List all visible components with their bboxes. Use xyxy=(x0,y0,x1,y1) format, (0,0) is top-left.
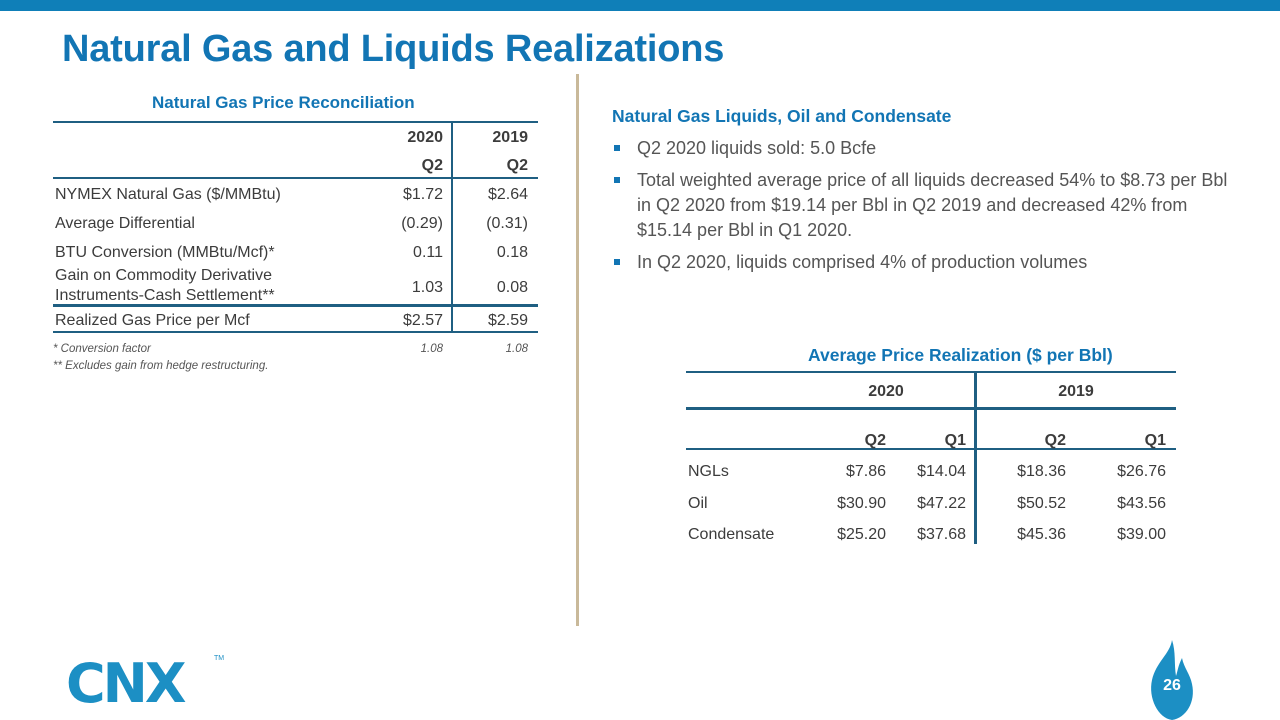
oil-q1-2020: $47.22 xyxy=(917,495,966,512)
row-label: NYMEX Natural Gas ($/MMBtu) xyxy=(55,186,281,203)
bullet-item: Q2 2020 liquids sold: 5.0 Bcfe xyxy=(612,136,1232,161)
table-year-separator xyxy=(974,371,977,544)
cnx-logo: CNX TM xyxy=(66,652,230,715)
quarter-q2-2019: Q2 xyxy=(1044,432,1066,449)
bullet-text: Q2 2020 liquids sold: 5.0 Bcfe xyxy=(637,138,877,158)
bullet-square-icon xyxy=(614,177,620,183)
column-divider xyxy=(576,74,579,626)
row-value-2019: 0.18 xyxy=(496,244,528,261)
header-2020: 2020 xyxy=(407,129,443,146)
top-accent-bar xyxy=(0,0,1280,11)
ngls-q1-2019: $26.76 xyxy=(1117,463,1166,480)
page-title: Natural Gas and Liquids Realizations xyxy=(62,28,725,70)
row-value-2019: (0.31) xyxy=(486,215,528,232)
row-value-2019: 0.08 xyxy=(496,279,528,296)
row-label-line1: Gain on Commodity Derivative xyxy=(55,267,272,284)
page-number: 26 xyxy=(1163,677,1181,694)
row-label-condensate: Condensate xyxy=(688,526,775,543)
row-value-2020: 0.11 xyxy=(413,244,443,261)
row-value-2020: $1.72 xyxy=(402,186,443,203)
footnote-hedge: ** Excludes gain from hedge restructurin… xyxy=(53,360,269,372)
oil-q1-2019: $43.56 xyxy=(1117,495,1166,512)
price-realization-title: Average Price Realization ($ per Bbl) xyxy=(808,345,1113,365)
row-label-line2: Instruments-Cash Settlement** xyxy=(55,287,275,304)
condensate-q1-2020: $37.68 xyxy=(917,526,966,543)
quarter-q1-2020: Q1 xyxy=(944,432,966,449)
header-q2-2020: Q2 xyxy=(421,157,443,174)
oil-q2-2019: $50.52 xyxy=(1017,495,1066,512)
row-value-2019: $2.59 xyxy=(487,312,528,329)
cnx-logo-icon: CNX TM xyxy=(66,652,224,715)
table-rule-header xyxy=(53,177,538,179)
table-rule-total-top xyxy=(53,304,538,307)
bullet-text: Total weighted average price of all liqu… xyxy=(637,170,1228,240)
svg-text:CNX: CNX xyxy=(66,652,186,704)
ngls-q1-2020: $14.04 xyxy=(917,463,966,480)
row-value-2020: 1.03 xyxy=(411,279,443,296)
row-value-2019: $2.64 xyxy=(487,186,528,203)
table-rule-total-bottom xyxy=(53,331,538,333)
condensate-q2-2019: $45.36 xyxy=(1017,526,1066,543)
page-number-badge: 26 xyxy=(1148,640,1196,720)
condensate-q2-2020: $25.20 xyxy=(837,526,886,543)
table-rule-years xyxy=(686,407,1176,410)
ngls-q2-2019: $18.36 xyxy=(1017,463,1066,480)
condensate-q1-2019: $39.00 xyxy=(1117,526,1166,543)
bullet-text: In Q2 2020, liquids comprised 4% of prod… xyxy=(637,252,1088,272)
flame-icon xyxy=(1151,640,1193,720)
bullet-item: Total weighted average price of all liqu… xyxy=(612,168,1232,243)
row-label-oil: Oil xyxy=(688,495,708,512)
svg-text:TM: TM xyxy=(214,655,224,662)
year-2019: 2019 xyxy=(1058,383,1094,400)
footnote-conversion-2019: 1.08 xyxy=(505,343,528,355)
liquids-heading: Natural Gas Liquids, Oil and Condensate xyxy=(612,106,952,126)
quarter-q1-2019: Q1 xyxy=(1144,432,1166,449)
quarter-q2-2020: Q2 xyxy=(864,432,886,449)
row-label: Realized Gas Price per Mcf xyxy=(55,312,250,329)
table-rule-top xyxy=(53,121,538,123)
liquids-bullet-list: Q2 2020 liquids sold: 5.0 Bcfe Total wei… xyxy=(612,136,1232,282)
table-rule-quarters-2019 xyxy=(977,448,1176,450)
row-label: Average Differential xyxy=(55,215,195,232)
header-q2-2019: Q2 xyxy=(506,157,528,174)
year-2020: 2020 xyxy=(868,383,904,400)
bullet-square-icon xyxy=(614,145,620,151)
row-label-ngls: NGLs xyxy=(688,463,729,480)
table-rule-top xyxy=(686,371,1176,373)
table-column-separator xyxy=(451,121,453,333)
ngls-q2-2020: $7.86 xyxy=(845,463,886,480)
footnote-conversion-2020: 1.08 xyxy=(420,343,443,355)
bullet-square-icon xyxy=(614,259,620,265)
footnote-conversion: * Conversion factor xyxy=(53,343,151,355)
table-rule-quarters-2020 xyxy=(686,448,974,450)
bullet-item: In Q2 2020, liquids comprised 4% of prod… xyxy=(612,250,1232,275)
oil-q2-2020: $30.90 xyxy=(837,495,886,512)
left-table-title: Natural Gas Price Reconciliation xyxy=(152,93,415,112)
header-2019: 2019 xyxy=(492,129,528,146)
row-value-2020: (0.29) xyxy=(401,215,443,232)
row-value-2020: $2.57 xyxy=(402,312,443,329)
row-label: BTU Conversion (MMBtu/Mcf)* xyxy=(55,244,275,261)
